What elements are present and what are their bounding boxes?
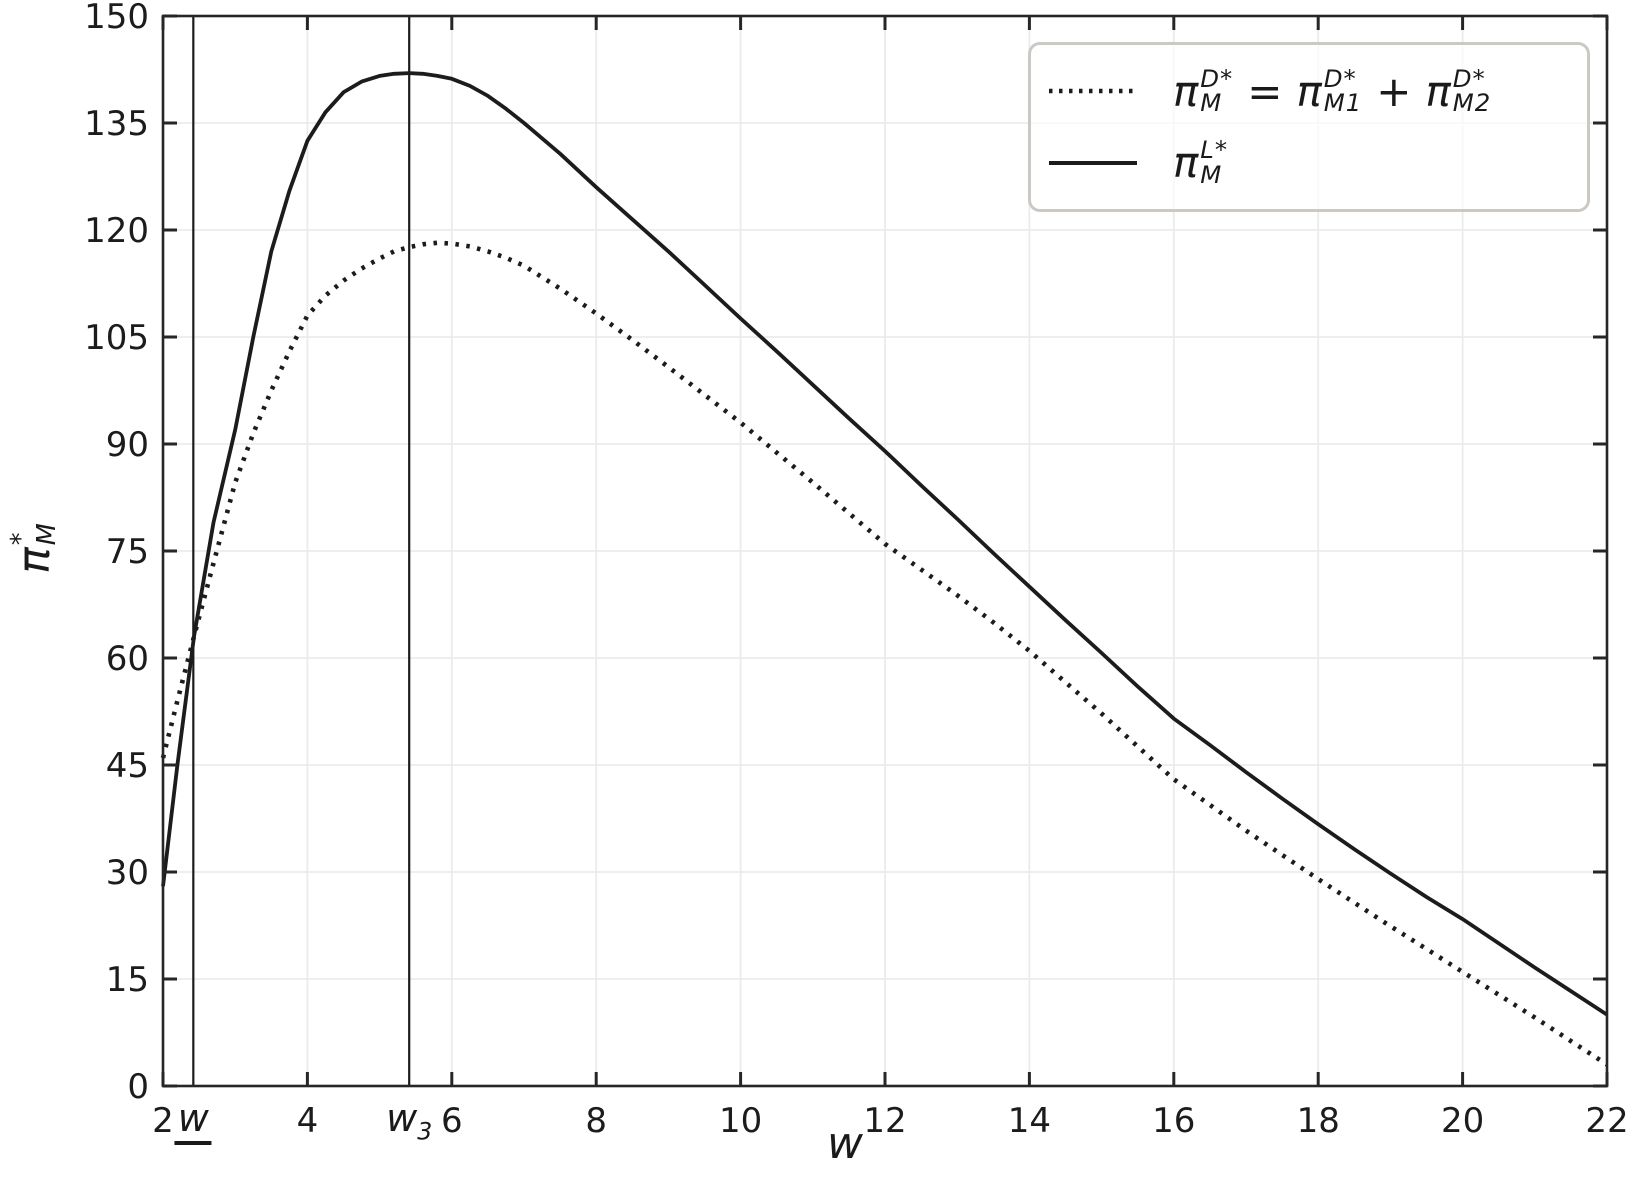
legend-label-solid: π L* M bbox=[1173, 134, 1229, 189]
x-tick-label: 22 bbox=[1585, 1101, 1628, 1141]
w-underlined-label: w bbox=[174, 1099, 212, 1145]
series-pi_M_L_star bbox=[161, 71, 1609, 1017]
x-tick-label: 14 bbox=[1008, 1101, 1051, 1141]
y-tick-label: 60 bbox=[106, 639, 149, 679]
legend-item-solid: π L* M bbox=[1047, 134, 1587, 189]
y-tick-label: 0 bbox=[127, 1067, 149, 1107]
legend-label-dotted: π D* M = π D* M1 + π D* M2 bbox=[1173, 63, 1492, 118]
y-label-superscript: * bbox=[5, 531, 36, 546]
legend-item-dotted: π D* M = π D* M1 + π D* M2 bbox=[1047, 63, 1587, 118]
y-tick-label: 135 bbox=[84, 104, 149, 144]
x-tick-label: 10 bbox=[719, 1101, 762, 1141]
x-tick-label: 16 bbox=[1152, 1101, 1195, 1141]
x-tick-label: 4 bbox=[297, 1101, 319, 1141]
math-operator: + bbox=[1376, 66, 1412, 116]
y-tick-label: 75 bbox=[106, 532, 149, 572]
w3-base: w bbox=[386, 1096, 418, 1140]
y-tick-label: 90 bbox=[106, 425, 149, 465]
math-variable: π D* M2 bbox=[1425, 63, 1492, 118]
marker-label-w3: w3 bbox=[386, 1096, 432, 1146]
math-operator: = bbox=[1247, 66, 1283, 116]
y-tick-label: 30 bbox=[106, 853, 149, 893]
math-variable: π L* M bbox=[1173, 134, 1229, 189]
x-tick-label: 8 bbox=[585, 1101, 607, 1141]
w3-subscript: 3 bbox=[417, 1117, 433, 1146]
x-tick-label: 2 bbox=[152, 1101, 174, 1141]
pi-symbol: π bbox=[8, 547, 60, 574]
y-tick-label: 150 bbox=[84, 0, 149, 37]
y-tick-label: 15 bbox=[106, 960, 149, 1000]
legend: π D* M = π D* M1 + π D* M2 π L* M bbox=[1028, 42, 1590, 212]
x-tick-label: 12 bbox=[863, 1101, 906, 1141]
x-tick-label: 20 bbox=[1441, 1101, 1484, 1141]
y-label-subscript: M bbox=[32, 522, 62, 546]
x-tick-label: 18 bbox=[1297, 1101, 1340, 1141]
y-tick-label: 105 bbox=[84, 318, 149, 358]
y-tick-label: 45 bbox=[106, 746, 149, 786]
x-tick-label: 6 bbox=[441, 1101, 463, 1141]
math-variable: π D* M bbox=[1173, 63, 1234, 118]
x-axis-label: w bbox=[827, 1118, 863, 1169]
y-tick-label: 120 bbox=[84, 211, 149, 251]
marker-label-w-lower: w bbox=[174, 1096, 212, 1145]
solid-line-sample bbox=[1049, 160, 1137, 165]
y-axis-label: π * M bbox=[5, 522, 62, 574]
y-axis-label-formula: π * M bbox=[5, 522, 62, 574]
dotted-line-sample bbox=[1049, 89, 1137, 94]
math-variable: π D* M1 bbox=[1296, 63, 1363, 118]
